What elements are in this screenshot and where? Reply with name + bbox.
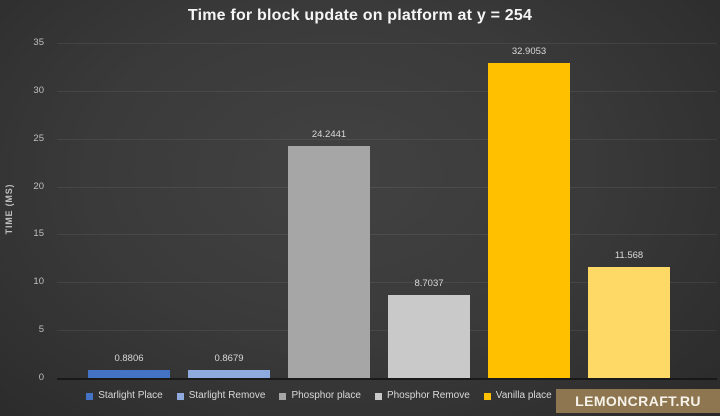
bar <box>188 369 270 378</box>
y-gridline <box>57 138 717 140</box>
y-tick-label: 0 <box>38 372 44 383</box>
y-tick-label: 15 <box>33 228 44 240</box>
bar <box>488 63 570 378</box>
bar-value-label: 24.2441 <box>311 128 347 140</box>
legend-item: Vanilla place <box>483 390 552 402</box>
y-gridline <box>57 282 717 284</box>
y-gridline <box>57 90 717 92</box>
legend-item: Starlight Place <box>86 390 163 402</box>
bar <box>88 369 170 378</box>
bar-value-label: 8.7037 <box>414 277 444 289</box>
legend-label: Starlight Place <box>98 390 163 401</box>
legend-swatch <box>279 392 287 400</box>
legend-item: Phosphor Remove <box>374 390 470 402</box>
legend-swatch <box>176 392 184 400</box>
legend-swatch <box>483 392 491 400</box>
bar-value-label: 32.9053 <box>511 46 547 58</box>
y-tick-label: 5 <box>38 324 44 336</box>
legend-label: Phosphor place <box>291 390 361 401</box>
y-tick-label: 20 <box>33 180 44 192</box>
legend-swatch <box>374 392 382 400</box>
y-tick-label: 25 <box>33 132 44 144</box>
y-tick-label: 30 <box>33 84 44 96</box>
legend-item: Starlight Remove <box>176 390 266 402</box>
y-gridline <box>57 43 717 44</box>
chart-title: Time for block update on platform at y =… <box>187 7 533 24</box>
bar-value-label: 0.8679 <box>214 352 244 364</box>
bar <box>288 145 370 378</box>
bar-value-label: 0.8806 <box>114 352 144 364</box>
legend-swatch <box>86 392 94 400</box>
y-tick-label: 35 <box>33 37 44 48</box>
legend-item: Phosphor place <box>279 390 361 402</box>
y-gridline <box>57 330 717 332</box>
legend: Starlight Place Starlight Remove Phosphor … <box>0 388 720 404</box>
bar <box>588 267 670 378</box>
legend-label: Phosphor Remove <box>386 390 470 401</box>
bar-value-label: 11.568 <box>614 250 644 262</box>
watermark-badge: LEMONCRAFT.RU <box>556 389 720 413</box>
y-tick-label: 10 <box>33 276 44 288</box>
y-gridline <box>57 234 717 236</box>
legend-label: Starlight Remove <box>188 390 266 401</box>
y-gridline <box>57 186 717 188</box>
bar <box>388 294 470 378</box>
legend-label: Vanilla place <box>495 390 552 401</box>
x-axis-line <box>57 378 717 380</box>
